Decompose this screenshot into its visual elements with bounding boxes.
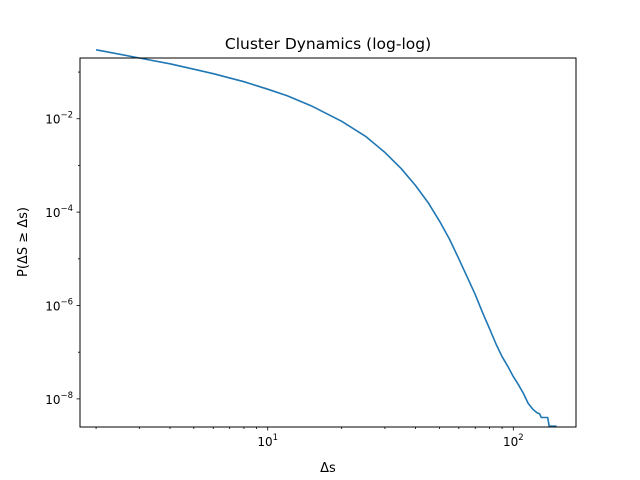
x-tick-label: 102 <box>503 433 524 449</box>
x-tick-label: 101 <box>257 433 278 449</box>
y-tick-label: 10−4 <box>45 204 73 220</box>
y-axis-label: P(ΔS ≥ Δs) <box>16 207 31 277</box>
chart-title: Cluster Dynamics (log-log) <box>225 35 431 53</box>
axis-ticks: 101 102 10−8 10−6 10−4 10−2 <box>45 71 524 449</box>
y-tick-label: 10−6 <box>45 298 73 314</box>
y-tick-label: 10−8 <box>45 391 73 407</box>
plot-frame <box>79 57 577 428</box>
y-tick-label: 10−2 <box>45 111 73 127</box>
x-axis-label: Δs <box>320 461 336 476</box>
series-line <box>95 49 557 427</box>
